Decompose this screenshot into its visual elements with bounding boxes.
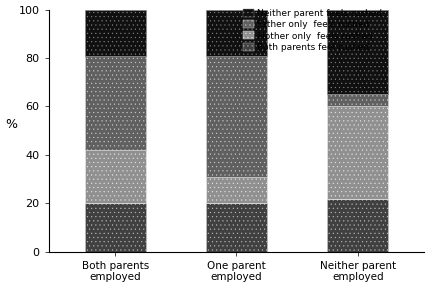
Bar <box>327 198 388 252</box>
Bar <box>206 177 267 203</box>
Bar <box>206 10 267 56</box>
Bar <box>327 107 388 198</box>
Y-axis label: %: % <box>6 118 18 131</box>
Bar <box>85 10 145 56</box>
Legend: Neither parent feels rushed, Father only  feels rushed, Mother only  feels rushe: Neither parent feels rushed, Father only… <box>241 7 384 54</box>
Bar <box>327 94 388 107</box>
Bar <box>85 56 145 150</box>
Bar <box>85 150 145 203</box>
Bar <box>327 10 388 94</box>
Bar <box>206 56 267 177</box>
Bar <box>206 203 267 252</box>
Bar <box>85 203 145 252</box>
